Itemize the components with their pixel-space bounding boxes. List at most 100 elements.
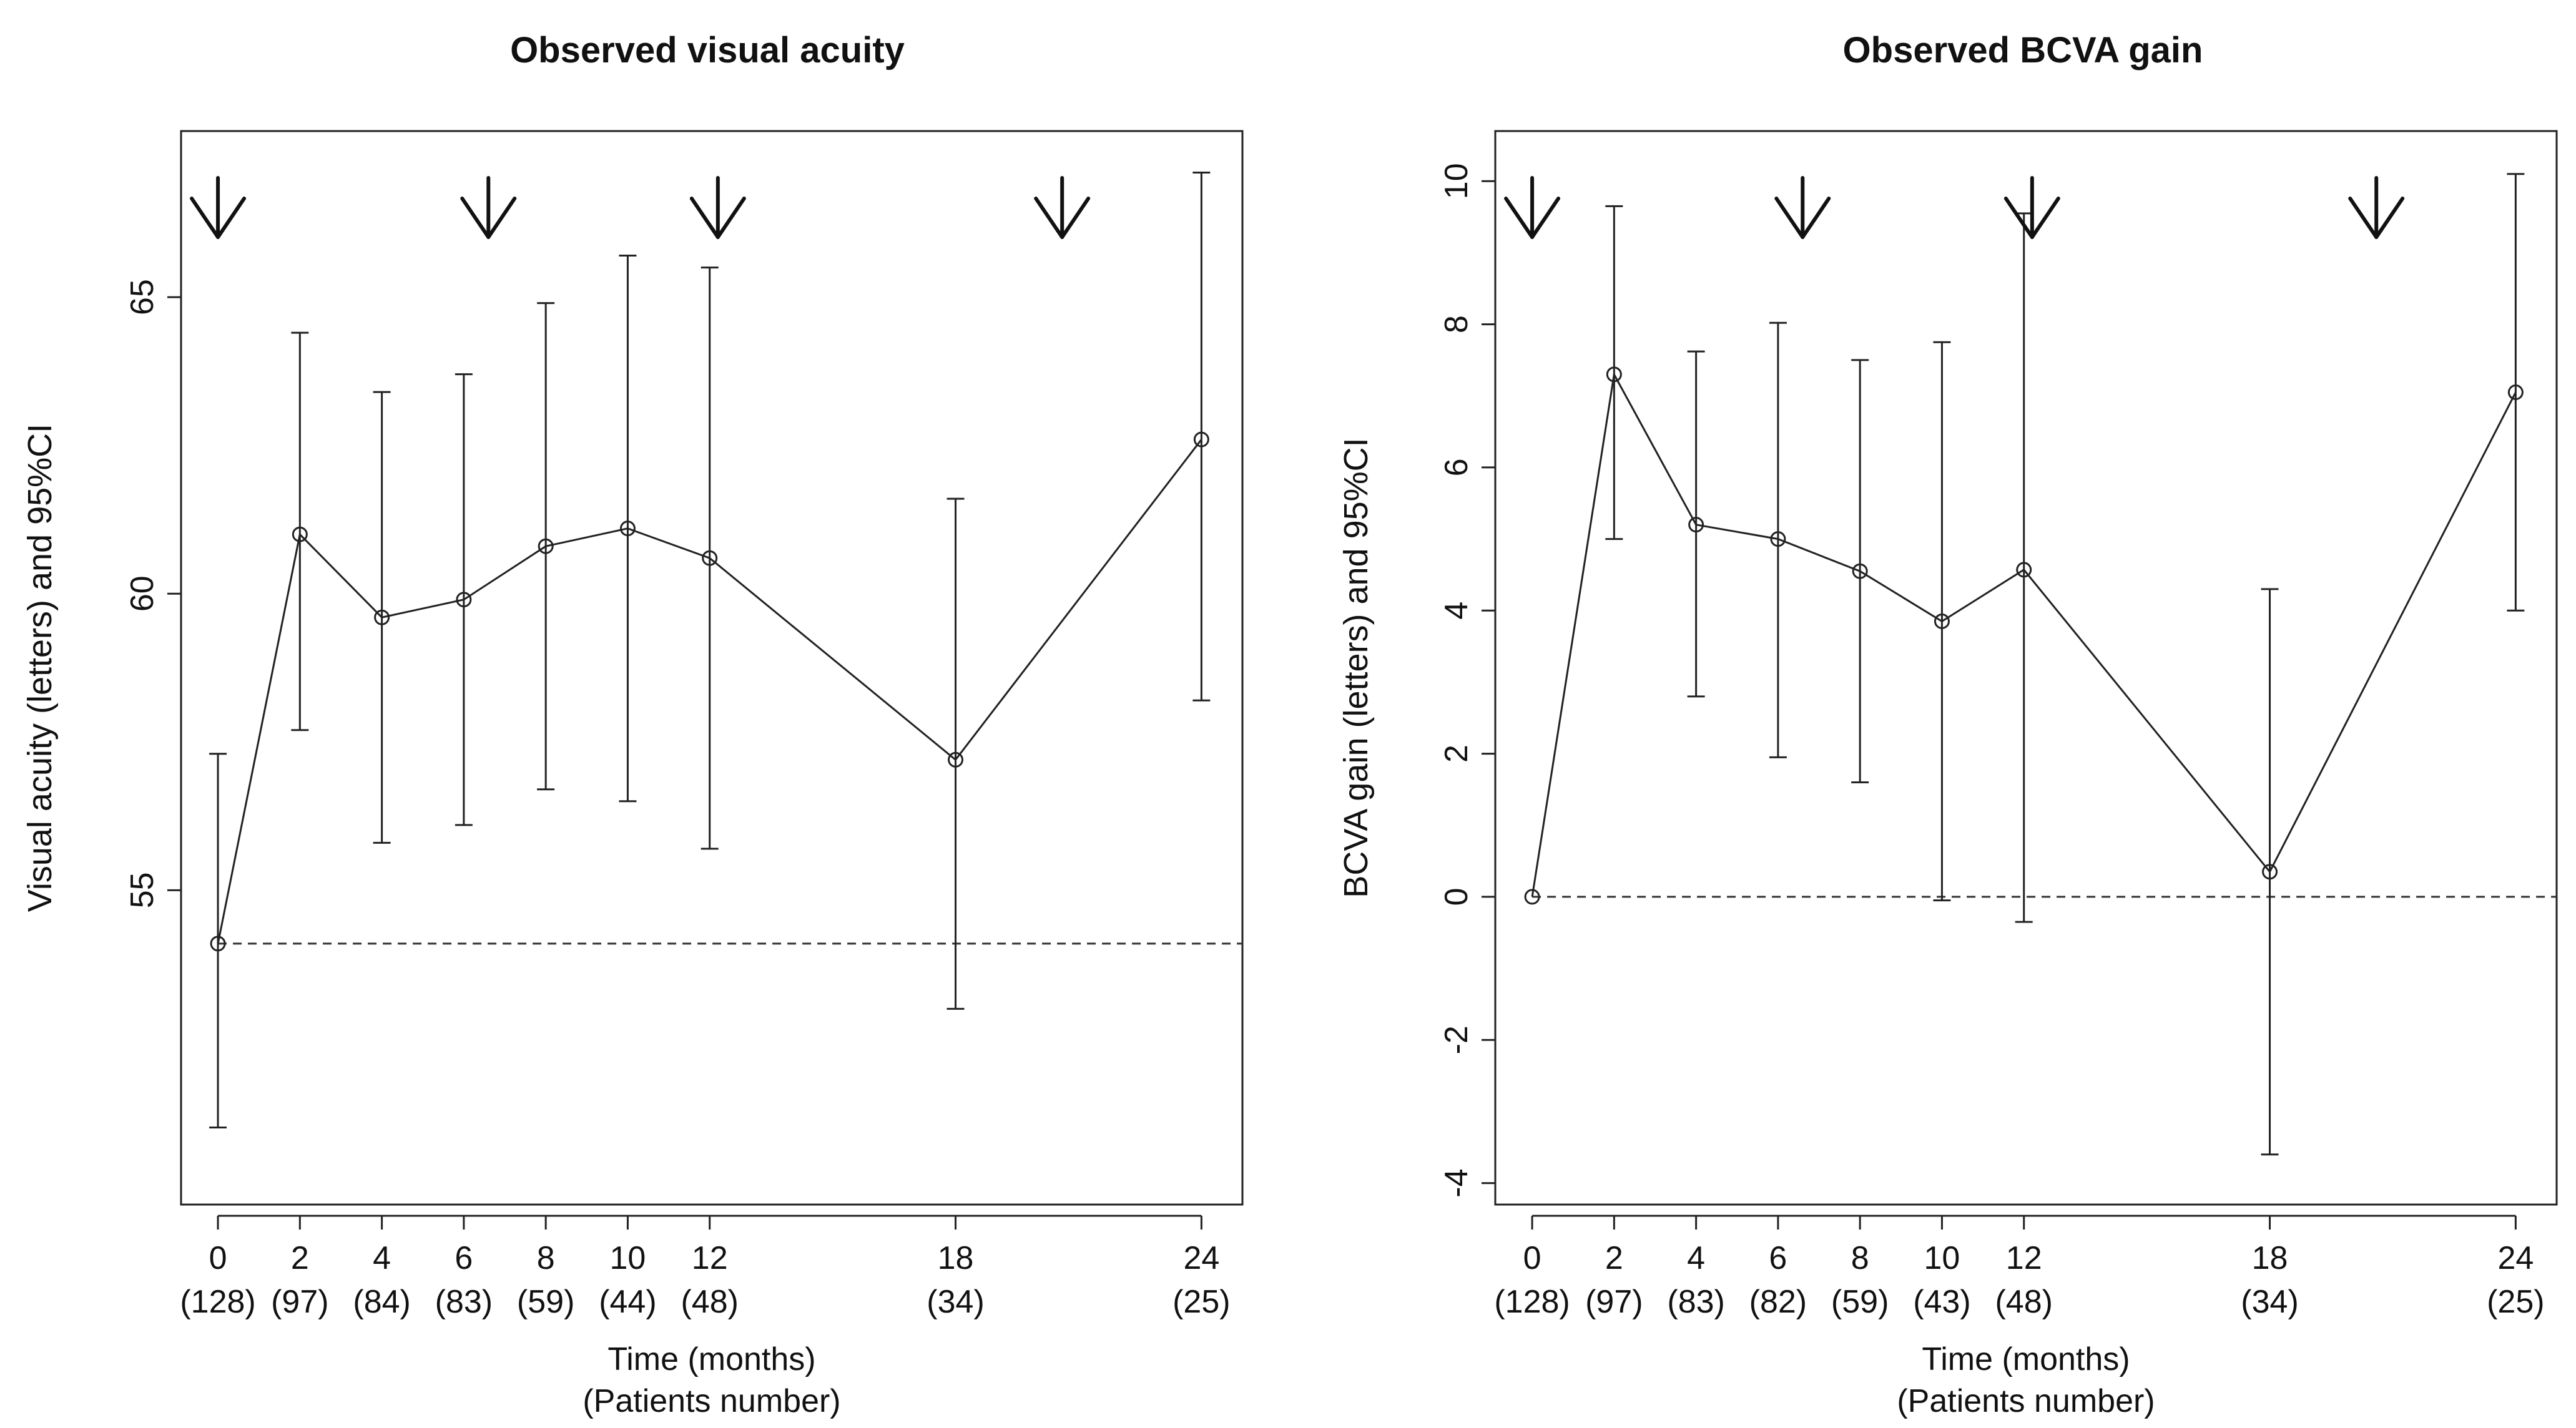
y-tick-label: -4 <box>1438 1168 1475 1197</box>
y-tick-label: 10 <box>1438 163 1475 199</box>
y-axis: 55 60 65 <box>124 279 181 908</box>
arrow-head <box>2003 197 2060 239</box>
visual-acuity-panel: Observed visual acuity 55 60 65 0 (128) 2 (97… <box>21 30 1244 1419</box>
patient-count-label: (82) <box>1749 1284 1807 1320</box>
data-point <box>2016 562 2032 578</box>
y-axis-label: BCVA gain (letters) and 95%CI <box>1337 438 1375 897</box>
arrow-head <box>1774 197 1831 239</box>
x-axis: 0 (128) 2 (97) 4 (83) 6 (82) 8 (59) 10 (43) 12 (48) 18… <box>1494 1215 2545 1320</box>
data-point <box>2507 384 2524 401</box>
patient-count-label: (34) <box>927 1284 984 1320</box>
patient-count-label: (97) <box>1585 1284 1643 1320</box>
points-layer <box>210 431 1209 952</box>
x-tick-label: 18 <box>2252 1240 2288 1276</box>
x-tick-label: 8 <box>1851 1240 1869 1276</box>
arrows-layer <box>1504 176 2405 239</box>
chart-title: Observed BCVA gain <box>1843 30 2203 71</box>
y-tick-label: 4 <box>1438 602 1475 620</box>
arrow-marker <box>460 176 517 239</box>
x-tick-label: 18 <box>938 1240 974 1276</box>
arrow-head <box>1034 197 1091 239</box>
x-tick-label: 6 <box>455 1240 473 1276</box>
data-point <box>1606 366 1622 383</box>
y-tick-label: -2 <box>1438 1025 1475 1054</box>
x-axis-label: Time (months) <box>1922 1341 2130 1377</box>
arrow-head <box>689 197 746 239</box>
x-axis-sublabel: (Patients number) <box>1897 1383 2155 1419</box>
chart-title: Observed visual acuity <box>510 30 905 71</box>
x-tick-label: 4 <box>373 1240 391 1276</box>
points-layer <box>1524 366 2524 905</box>
data-point <box>456 592 472 608</box>
data-point <box>210 936 226 952</box>
arrow-marker <box>190 176 247 239</box>
series-line <box>1531 371 2517 897</box>
arrow-marker <box>1504 176 1561 239</box>
error-bars-layer <box>1605 173 2525 1156</box>
error-bar <box>1769 321 1787 758</box>
arrow-marker <box>689 176 746 239</box>
patient-count-label: (48) <box>681 1284 738 1320</box>
plot-frame <box>1494 130 2558 1206</box>
x-tick-label: 10 <box>1924 1240 1960 1276</box>
patient-count-label: (83) <box>435 1284 493 1320</box>
patient-count-label: (25) <box>2487 1284 2544 1320</box>
arrows-layer <box>190 176 1091 239</box>
x-axis: 0 (128) 2 (97) 4 (84) 6 (83) 8 (59) 10 (44) 12 (48) 18… <box>180 1215 1231 1320</box>
x-axis-label: Time (months) <box>607 1341 815 1377</box>
patient-count-label: (44) <box>599 1284 656 1320</box>
error-bar <box>1192 172 1211 702</box>
data-point <box>2262 864 2278 880</box>
data-point <box>948 751 964 768</box>
arrow-head <box>460 197 517 239</box>
series-line <box>217 439 1202 944</box>
arrow-head <box>1504 197 1561 239</box>
x-tick-label: 0 <box>1523 1240 1541 1276</box>
data-point <box>619 521 636 537</box>
patient-count-label: (34) <box>2241 1284 2298 1320</box>
error-bars-layer <box>209 172 1211 1128</box>
series-layer <box>1531 371 2517 897</box>
data-point <box>1193 431 1209 447</box>
y-tick-label: 60 <box>124 575 160 612</box>
patient-count-label: (59) <box>517 1284 574 1320</box>
patient-count-label: (59) <box>1831 1284 1889 1320</box>
arrow-head <box>2348 197 2405 239</box>
patient-count-label: (43) <box>1913 1284 1970 1320</box>
data-point <box>1852 563 1868 579</box>
patient-count-label: (128) <box>180 1284 255 1320</box>
x-tick-label: 12 <box>692 1240 728 1276</box>
arrow-head <box>190 197 247 239</box>
x-tick-label: 0 <box>209 1240 227 1276</box>
x-tick-label: 2 <box>1605 1240 1623 1276</box>
data-point <box>374 609 390 625</box>
y-axis: -4 -2 0 2 4 6 8 10 <box>1438 163 1495 1198</box>
y-tick-label: 6 <box>1438 458 1475 476</box>
patient-count-label: (84) <box>353 1284 410 1320</box>
patient-count-label: (83) <box>1667 1284 1724 1320</box>
x-tick-label: 4 <box>1687 1240 1705 1276</box>
x-tick-label: 2 <box>291 1240 309 1276</box>
data-point <box>1934 613 1950 629</box>
data-point <box>1770 531 1786 547</box>
data-point <box>1688 517 1704 533</box>
y-tick-label: 65 <box>124 279 160 315</box>
x-tick-label: 8 <box>537 1240 555 1276</box>
arrow-marker <box>2003 176 2060 239</box>
data-point <box>538 538 554 554</box>
plot-frame <box>180 130 1244 1206</box>
arrow-marker <box>1774 176 1831 239</box>
patient-count-label: (48) <box>1995 1284 2052 1320</box>
series-layer <box>217 439 1202 944</box>
x-tick-label: 12 <box>2006 1240 2042 1276</box>
x-tick-label: 6 <box>1769 1240 1787 1276</box>
data-point <box>702 550 718 566</box>
patient-count-label: (128) <box>1494 1284 1570 1320</box>
y-tick-label: 8 <box>1438 315 1475 333</box>
y-tick-label: 0 <box>1438 888 1475 906</box>
x-tick-label: 24 <box>1183 1240 1219 1276</box>
arrow-marker <box>2348 176 2405 239</box>
patient-count-label: (25) <box>1172 1284 1230 1320</box>
error-bar <box>291 331 309 731</box>
